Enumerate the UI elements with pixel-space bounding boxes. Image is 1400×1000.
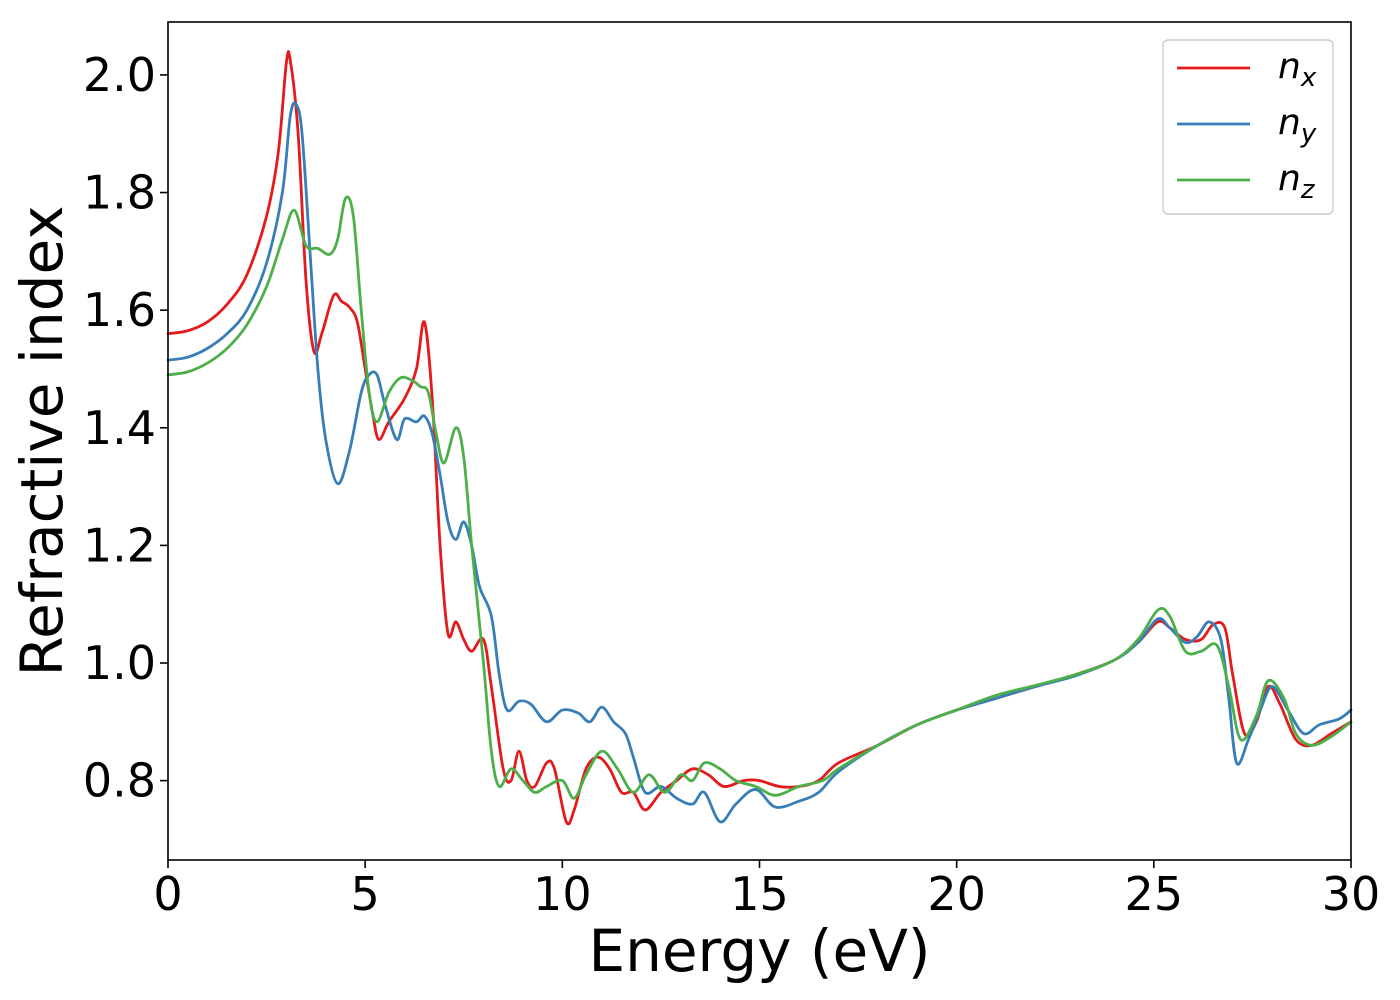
y-tick-label: 1.6 (83, 283, 156, 337)
legend-label-main: n (1278, 46, 1301, 87)
series-line-ny (166, 101, 1353, 824)
y-axis-label: Refractive index (8, 205, 76, 676)
legend-label-subscript: z (1300, 175, 1316, 205)
legend-frame (1162, 39, 1334, 215)
legend-label-nx: nx (1278, 46, 1317, 93)
x-tick-label: 10 (533, 867, 592, 921)
y-tick-label: 1.4 (83, 401, 156, 455)
y-tick-label: 1.8 (83, 166, 156, 220)
x-tick-label: 20 (927, 867, 986, 921)
x-tick-label: 0 (153, 867, 182, 921)
legend-label-ny: ny (1278, 102, 1317, 149)
y-tick-label: 1.0 (83, 636, 156, 690)
legend-label-main: n (1278, 102, 1301, 143)
y-tick-label: 0.8 (83, 754, 156, 808)
x-tick-label: 30 (1322, 867, 1381, 921)
legend-label-nz: nz (1278, 158, 1316, 205)
x-tick-label: 5 (351, 867, 380, 921)
y-tick-label: 2.0 (83, 48, 156, 102)
series-line-nz (166, 195, 1353, 800)
x-tick-label: 25 (1125, 867, 1184, 921)
legend-label-main: n (1278, 158, 1301, 199)
x-axis-ticks: 0 5 10 15 20 25 30 (153, 860, 1380, 921)
y-tick-label: 1.2 (83, 518, 156, 572)
y-axis-ticks: 0.8 1.0 1.2 1.4 1.6 1.8 2.0 (83, 48, 168, 808)
series-layer (166, 50, 1353, 826)
x-tick-label: 15 (730, 867, 789, 921)
x-axis-label: Energy (eV) (588, 917, 930, 985)
legend-label-subscript: y (1300, 119, 1317, 149)
series-line-nx (166, 50, 1353, 826)
legend-label-subscript: x (1300, 63, 1317, 93)
